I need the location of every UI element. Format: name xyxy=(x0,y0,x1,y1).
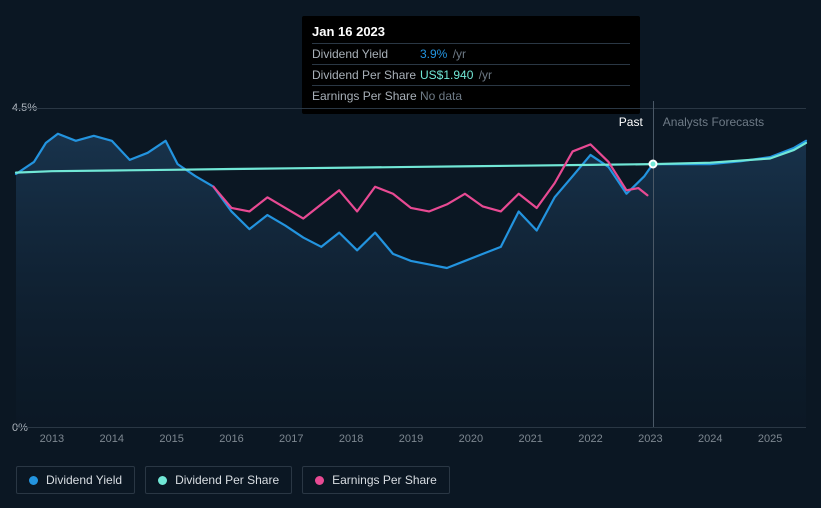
past-label: Past xyxy=(619,115,643,129)
legend-item[interactable]: Dividend Per Share xyxy=(145,466,292,494)
x-tick: 2015 xyxy=(159,433,183,445)
tooltip-row-label: Earnings Per Share xyxy=(312,89,420,103)
tooltip-row: Earnings Per ShareNo data xyxy=(312,85,630,106)
tooltip-row-unit: /yr xyxy=(475,68,492,82)
x-axis: 2013 2014 2015 2016 2017 2018 2019 2020 2021 2022… xyxy=(16,433,806,447)
tooltip-row: Dividend Yield3.9% /yr xyxy=(312,43,630,64)
chart-svg xyxy=(16,109,806,427)
chart-legend: Dividend Yield Dividend Per Share Earnings… xyxy=(16,466,450,494)
x-tick: 2023 xyxy=(638,433,662,445)
x-tick: 2019 xyxy=(399,433,423,445)
x-tick: 2020 xyxy=(459,433,483,445)
forecast-label: Analysts Forecasts xyxy=(663,115,764,129)
x-tick: 2018 xyxy=(339,433,363,445)
x-tick: 2016 xyxy=(219,433,243,445)
tooltip-row-value: US$1.940 /yr xyxy=(420,68,492,82)
legend-item[interactable]: Earnings Per Share xyxy=(302,466,450,494)
legend-label: Dividend Per Share xyxy=(175,473,279,487)
legend-label: Dividend Yield xyxy=(46,473,122,487)
cursor-marker xyxy=(648,160,657,169)
legend-dot-icon xyxy=(315,476,324,485)
chart-plot-area[interactable]: 4.5% 0% Past Analysts Forecasts xyxy=(16,108,806,428)
x-tick: 2025 xyxy=(758,433,782,445)
legend-dot-icon xyxy=(29,476,38,485)
tooltip-row-value: No data xyxy=(420,89,464,103)
tooltip-row: Dividend Per ShareUS$1.940 /yr xyxy=(312,64,630,85)
cursor-line xyxy=(653,101,654,427)
x-tick: 2013 xyxy=(40,433,64,445)
x-tick: 2017 xyxy=(279,433,303,445)
tooltip-date: Jan 16 2023 xyxy=(312,24,630,43)
legend-dot-icon xyxy=(158,476,167,485)
x-tick: 2022 xyxy=(578,433,602,445)
tooltip-row-value: 3.9% /yr xyxy=(420,47,466,61)
tooltip-row-unit: /yr xyxy=(449,47,466,61)
legend-label: Earnings Per Share xyxy=(332,473,437,487)
x-tick: 2024 xyxy=(698,433,722,445)
plot-region: Past Analysts Forecasts xyxy=(16,108,806,428)
x-tick: 2014 xyxy=(100,433,124,445)
tooltip-row-label: Dividend Yield xyxy=(312,47,420,61)
hover-tooltip: Jan 16 2023 Dividend Yield3.9% /yrDivide… xyxy=(302,16,640,114)
tooltip-row-label: Dividend Per Share xyxy=(312,68,420,82)
x-tick: 2021 xyxy=(518,433,542,445)
legend-item[interactable]: Dividend Yield xyxy=(16,466,135,494)
